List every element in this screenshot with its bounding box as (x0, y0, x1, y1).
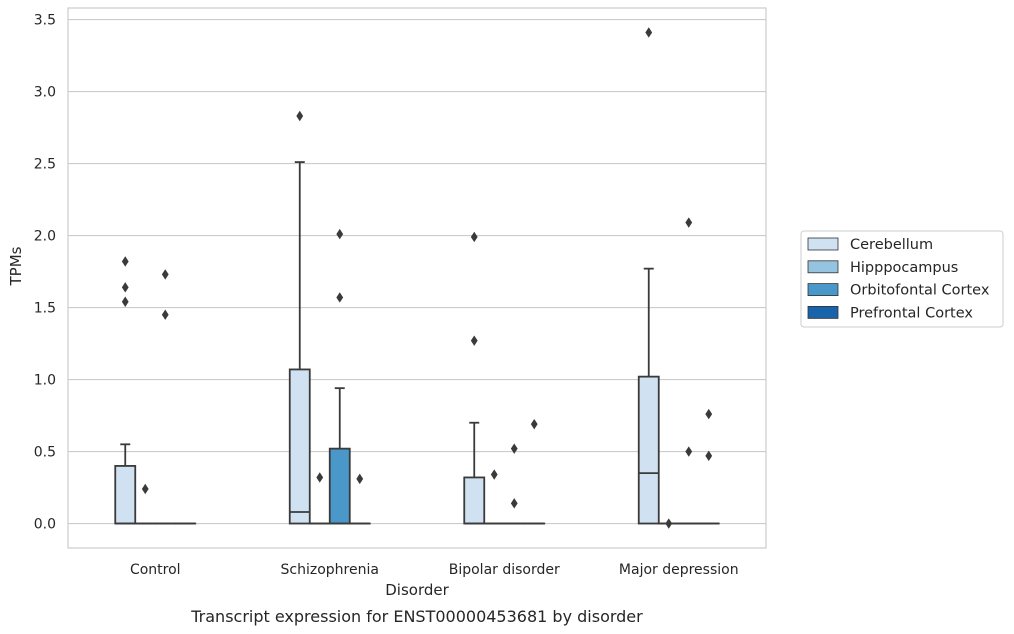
box (463, 476, 486, 525)
y-tick-labels: 0.0 0.5 1.0 1.5 2.0 2.5 3.0 3.5 (34, 13, 56, 533)
box-group (697, 408, 720, 525)
y-tick-label: 0.5 (34, 445, 56, 461)
x-tick-label: Control (130, 562, 181, 578)
box (328, 447, 351, 525)
chart-caption: Transcript expression for ENST0000045368… (190, 607, 643, 626)
box (114, 465, 137, 525)
legend-swatch (807, 237, 839, 251)
outlier-point (121, 282, 129, 293)
outlier-point (705, 450, 713, 462)
y-tick-label: 1.5 (34, 301, 56, 317)
y-tick-label: 3.0 (34, 85, 56, 101)
box (637, 375, 660, 525)
y-axis-title: TPMs (7, 246, 25, 286)
box-group (523, 418, 546, 525)
legend-swatch (807, 260, 839, 274)
box-group (463, 231, 486, 525)
outlier-point (490, 469, 498, 480)
outlier-point (121, 256, 129, 267)
outlier-point (510, 443, 518, 454)
gridlines (68, 18, 766, 525)
box-group (288, 110, 311, 525)
outlier-point (685, 217, 693, 228)
outlier-point (336, 228, 344, 240)
legend-label: Hipppocampus (850, 260, 958, 276)
outlier-point (161, 269, 169, 280)
box-group (328, 228, 351, 525)
outlier-point (141, 483, 149, 495)
outlier-point (316, 472, 324, 483)
outlier-point (161, 309, 169, 320)
y-tick-label: 0.0 (34, 517, 56, 533)
outlier-point (705, 408, 713, 420)
y-tick-label: 1.0 (34, 373, 56, 389)
legend: Cerebellum Hipppocampus Orbitofontal Corte… (800, 230, 1004, 328)
box-group (134, 483, 157, 525)
y-tick-label: 2.0 (34, 229, 56, 245)
legend-label: Prefrontal Cortex (850, 305, 973, 321)
legend-label: Cerebellum (850, 237, 933, 253)
box-group (348, 473, 371, 525)
box-group (657, 518, 680, 529)
box-group (114, 256, 137, 525)
outlier-point (510, 498, 518, 509)
x-axis-title: Disorder (385, 581, 449, 599)
outlier-point (336, 292, 344, 303)
legend-swatch (807, 305, 839, 319)
outlier-point (665, 518, 673, 529)
x-tick-label: Schizophrenia (281, 562, 379, 578)
outlier-point (685, 446, 693, 457)
x-tick-label: Major depression (619, 562, 739, 578)
y-tick-label: 2.5 (34, 157, 56, 173)
legend-label: Orbitofontal Cortex (850, 283, 990, 299)
outlier-point (296, 110, 304, 122)
outlier-point (645, 27, 653, 38)
y-tick-label: 3.5 (34, 13, 56, 29)
legend-frame (800, 230, 1004, 328)
legend-swatch (807, 283, 839, 297)
x-tick-labels: Control Schizophrenia Bipolar disorder Majo… (130, 562, 739, 578)
x-tick-label: Bipolar disorder (449, 562, 560, 578)
box-group (637, 27, 660, 525)
outlier-point (470, 335, 478, 346)
box-series (114, 27, 720, 529)
box (288, 368, 311, 525)
outlier-point (470, 231, 478, 243)
box-group (154, 269, 177, 525)
outlier-point (121, 296, 129, 307)
plot-area (67, 7, 767, 549)
outlier-point (530, 418, 538, 430)
outlier-point (356, 473, 364, 485)
